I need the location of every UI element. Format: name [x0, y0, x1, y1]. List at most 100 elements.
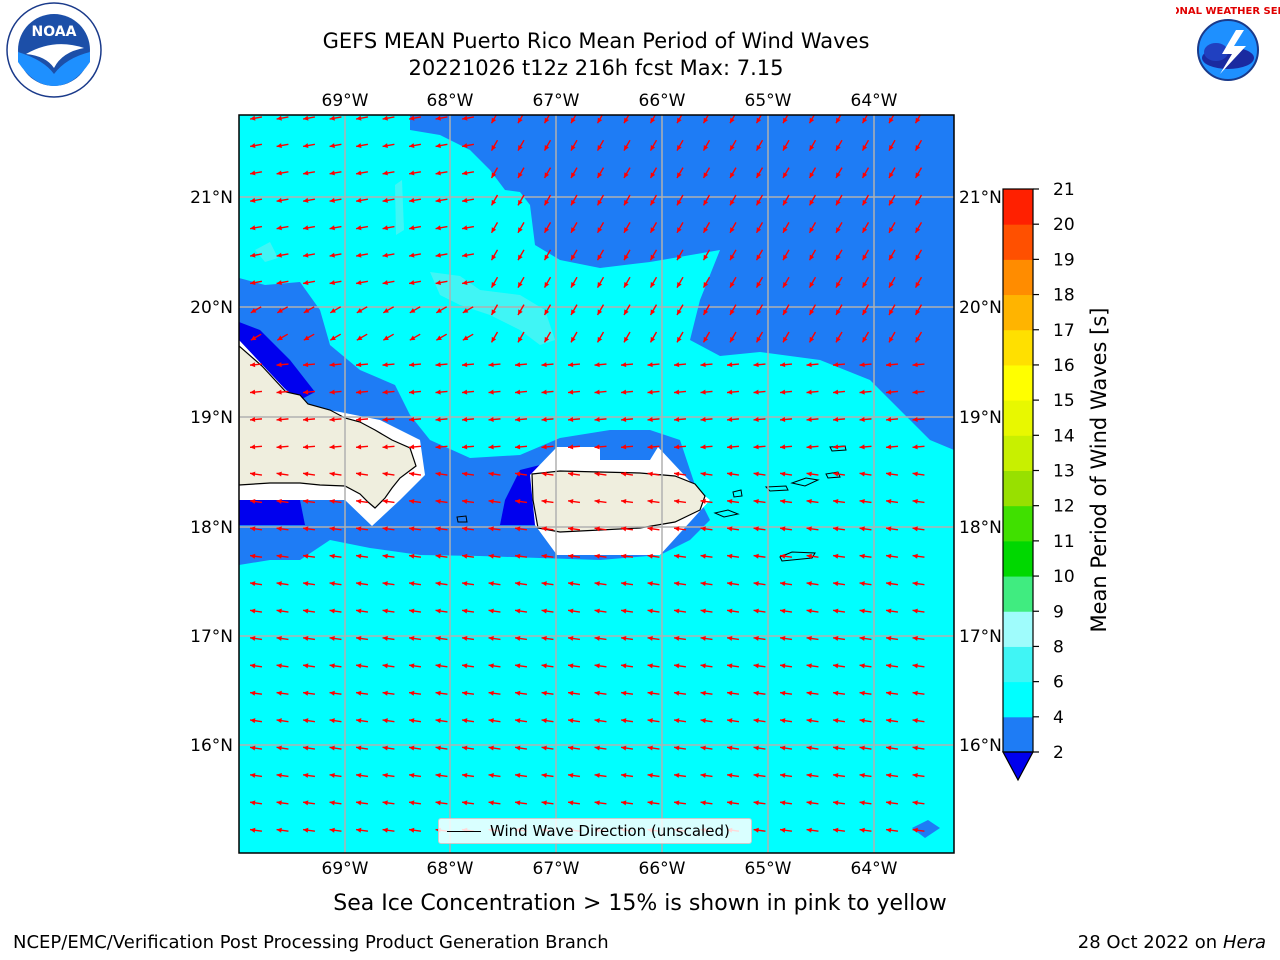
direction-arrowhead	[780, 827, 786, 833]
direction-arrowhead	[568, 663, 574, 669]
direction-arrowhead	[276, 635, 282, 641]
direction-arrowhead	[356, 197, 362, 203]
direction-arrowhead	[250, 416, 256, 422]
direction-arrowhead	[382, 772, 388, 778]
direction-arrowhead	[621, 745, 627, 751]
direction-arrowhead	[491, 254, 497, 261]
direction-arrowhead	[833, 718, 839, 724]
direction-arrowhead	[886, 416, 892, 422]
direction-arrowhead	[594, 663, 600, 669]
direction-arrowhead	[488, 416, 494, 422]
direction-arrowhead	[621, 663, 627, 669]
direction-arrowhead	[594, 800, 600, 806]
direction-arrowhead	[250, 308, 257, 313]
direction-arrowhead	[753, 635, 759, 641]
direction-arrowhead	[700, 389, 706, 395]
direction-arrowhead	[568, 553, 574, 559]
direction-arrowhead	[356, 635, 362, 641]
date-text: 28 Oct 2022 on	[1077, 932, 1223, 953]
direction-arrowhead	[621, 581, 627, 587]
direction-arrowhead	[730, 117, 735, 124]
direction-arrowhead	[329, 197, 335, 203]
direction-arrowhead	[462, 335, 469, 341]
direction-arrowhead	[886, 690, 892, 696]
lon-label-bottom: 69°W	[322, 859, 369, 879]
direction-arrowhead	[488, 800, 494, 806]
svg-text:NOAA: NOAA	[32, 24, 77, 40]
direction-arrowhead	[568, 800, 574, 806]
lon-label-bottom: 68°W	[427, 859, 474, 879]
direction-arrowhead	[594, 690, 600, 696]
direction-arrowhead	[409, 444, 415, 450]
direction-arrowhead	[809, 254, 815, 261]
direction-arrowhead	[276, 718, 282, 724]
direction-arrowhead	[409, 663, 415, 669]
direction-arrowhead	[356, 772, 362, 778]
colorbar-tick-label: 15	[1053, 391, 1075, 411]
direction-arrowhead	[518, 145, 523, 151]
direction-arrowhead	[594, 772, 600, 778]
direction-arrowhead	[330, 308, 336, 313]
direction-arrowhead	[889, 282, 894, 288]
direction-arrowhead	[462, 308, 469, 313]
direction-arrowhead	[862, 309, 868, 315]
colorbar-tick-label: 10	[1053, 567, 1075, 587]
direction-arrowhead	[624, 336, 629, 343]
direction-arrowhead	[541, 362, 547, 368]
direction-arrowhead	[329, 772, 335, 778]
direction-arrowhead	[435, 280, 441, 286]
direction-arrowhead	[462, 526, 468, 532]
direction-arrowhead	[462, 170, 468, 176]
direction-arrowhead	[568, 416, 574, 422]
direction-arrowhead	[836, 145, 841, 151]
direction-arrowhead	[915, 282, 921, 288]
direction-arrowhead	[647, 718, 653, 724]
direction-arrowhead	[806, 663, 812, 669]
direction-arrowhead	[435, 444, 441, 450]
direction-arrowhead	[594, 745, 600, 751]
direction-arrowhead	[674, 416, 680, 422]
direction-arrowhead	[833, 498, 839, 504]
direction-arrowhead	[862, 336, 868, 343]
map-frame	[238, 114, 955, 854]
direction-arrowhead	[886, 553, 892, 559]
direction-arrowhead	[250, 389, 256, 395]
direction-arrowhead	[780, 608, 786, 614]
direction-arrowhead	[303, 800, 309, 806]
direction-arrowhead	[568, 690, 574, 696]
direction-arrowhead	[594, 498, 600, 504]
direction-arrowhead	[382, 416, 388, 422]
direction-arrowhead	[753, 444, 759, 450]
direction-arrowhead	[809, 227, 815, 233]
direction-arrowhead	[780, 718, 786, 724]
direction-arrowhead	[700, 526, 706, 532]
lat-label-right: 16°N	[959, 736, 1002, 756]
direction-arrowhead	[915, 117, 921, 124]
direction-arrowhead	[756, 227, 762, 233]
direction-arrowhead	[515, 718, 521, 724]
direction-arrowhead	[809, 172, 815, 178]
lat-label-left: 18°N	[190, 518, 233, 538]
direction-arrowhead	[383, 308, 389, 313]
direction-arrowhead	[859, 745, 865, 751]
colorbar-segment	[1003, 646, 1033, 683]
direction-arrowhead	[674, 581, 680, 587]
map-subtitle: 20221026 t12z 216h fcst Max: 7.15	[408, 56, 784, 80]
direction-arrowhead	[462, 745, 468, 751]
direction-arrowhead	[624, 282, 629, 288]
direction-arrowhead	[250, 471, 256, 477]
direction-arrowhead	[727, 581, 733, 587]
direction-arrowhead	[435, 526, 441, 532]
direction-arrowhead	[571, 227, 576, 233]
direction-arrowhead	[571, 282, 576, 288]
direction-arrowhead	[859, 800, 865, 806]
direction-arrowhead	[859, 389, 865, 395]
direction-arrowhead	[491, 117, 497, 124]
direction-arrowhead	[541, 471, 547, 477]
direction-arrowhead	[462, 581, 468, 587]
direction-arrowhead	[303, 690, 309, 696]
direction-arrowhead	[329, 416, 335, 422]
direction-arrowhead	[650, 117, 656, 124]
direction-arrowhead	[571, 117, 576, 124]
direction-arrowhead	[753, 827, 759, 833]
